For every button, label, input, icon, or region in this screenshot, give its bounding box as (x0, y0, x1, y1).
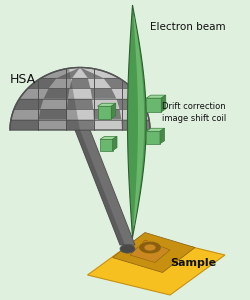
Text: Electron beam: Electron beam (150, 22, 226, 32)
Polygon shape (90, 88, 116, 99)
Polygon shape (161, 95, 166, 112)
Ellipse shape (144, 244, 156, 250)
Polygon shape (146, 131, 160, 144)
Polygon shape (112, 136, 117, 151)
Polygon shape (44, 88, 70, 99)
Polygon shape (67, 99, 93, 109)
Polygon shape (14, 99, 44, 109)
Polygon shape (128, 5, 146, 238)
Polygon shape (66, 120, 94, 130)
Polygon shape (116, 99, 146, 109)
Polygon shape (75, 130, 125, 245)
Text: Drift correction
image shift coil: Drift correction image shift coil (162, 102, 227, 123)
Polygon shape (10, 68, 150, 130)
Polygon shape (122, 120, 150, 130)
Polygon shape (10, 120, 38, 130)
Polygon shape (133, 16, 144, 226)
Polygon shape (146, 95, 166, 98)
Polygon shape (28, 78, 57, 88)
Polygon shape (70, 78, 90, 88)
Ellipse shape (139, 241, 161, 254)
Polygon shape (130, 240, 170, 262)
Polygon shape (10, 68, 80, 130)
Polygon shape (38, 109, 67, 120)
Polygon shape (100, 140, 112, 151)
Polygon shape (111, 103, 116, 119)
Text: Sample: Sample (170, 257, 216, 268)
Polygon shape (88, 235, 225, 295)
Polygon shape (98, 106, 111, 119)
Polygon shape (57, 68, 80, 78)
Polygon shape (98, 103, 116, 106)
Ellipse shape (120, 244, 135, 253)
Polygon shape (93, 109, 122, 120)
Polygon shape (80, 68, 103, 78)
Polygon shape (100, 136, 117, 140)
Polygon shape (103, 78, 132, 88)
Polygon shape (75, 130, 135, 245)
Polygon shape (112, 232, 195, 272)
Text: HSA: HSA (10, 74, 36, 86)
Polygon shape (146, 98, 161, 112)
Polygon shape (146, 128, 165, 131)
Polygon shape (160, 128, 164, 144)
